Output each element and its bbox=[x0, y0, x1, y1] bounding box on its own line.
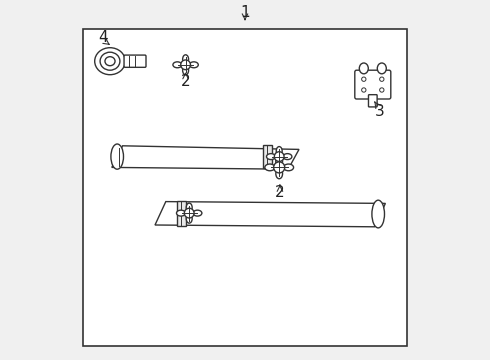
Circle shape bbox=[380, 77, 384, 81]
Text: 1: 1 bbox=[240, 5, 250, 20]
Circle shape bbox=[362, 88, 366, 92]
Ellipse shape bbox=[276, 158, 282, 167]
Ellipse shape bbox=[359, 63, 368, 74]
Text: 4: 4 bbox=[98, 30, 108, 45]
Circle shape bbox=[274, 152, 284, 162]
FancyBboxPatch shape bbox=[368, 95, 377, 107]
Ellipse shape bbox=[105, 57, 115, 66]
Ellipse shape bbox=[265, 164, 275, 171]
Ellipse shape bbox=[193, 210, 202, 216]
Ellipse shape bbox=[276, 156, 283, 166]
FancyBboxPatch shape bbox=[83, 29, 407, 346]
Polygon shape bbox=[176, 201, 186, 226]
Ellipse shape bbox=[276, 147, 282, 156]
Ellipse shape bbox=[173, 62, 182, 68]
Ellipse shape bbox=[186, 203, 192, 212]
Text: 2: 2 bbox=[181, 73, 191, 89]
Ellipse shape bbox=[183, 66, 189, 75]
Circle shape bbox=[380, 88, 384, 92]
Ellipse shape bbox=[189, 62, 198, 68]
Ellipse shape bbox=[284, 164, 294, 171]
Circle shape bbox=[184, 208, 194, 218]
Ellipse shape bbox=[276, 168, 283, 179]
Circle shape bbox=[181, 60, 191, 70]
Ellipse shape bbox=[372, 200, 385, 228]
Ellipse shape bbox=[186, 214, 192, 223]
Ellipse shape bbox=[283, 154, 292, 159]
Ellipse shape bbox=[377, 63, 386, 74]
Ellipse shape bbox=[176, 210, 185, 216]
Circle shape bbox=[274, 162, 285, 173]
Text: 3: 3 bbox=[375, 104, 385, 119]
Text: 2: 2 bbox=[275, 185, 285, 200]
Ellipse shape bbox=[111, 144, 123, 169]
Ellipse shape bbox=[100, 52, 120, 70]
Ellipse shape bbox=[95, 48, 125, 75]
FancyBboxPatch shape bbox=[124, 55, 146, 67]
Ellipse shape bbox=[183, 55, 189, 64]
FancyBboxPatch shape bbox=[355, 70, 391, 99]
Polygon shape bbox=[263, 145, 272, 168]
Ellipse shape bbox=[267, 154, 275, 159]
Polygon shape bbox=[155, 202, 386, 227]
Polygon shape bbox=[112, 146, 299, 169]
Circle shape bbox=[362, 77, 366, 81]
